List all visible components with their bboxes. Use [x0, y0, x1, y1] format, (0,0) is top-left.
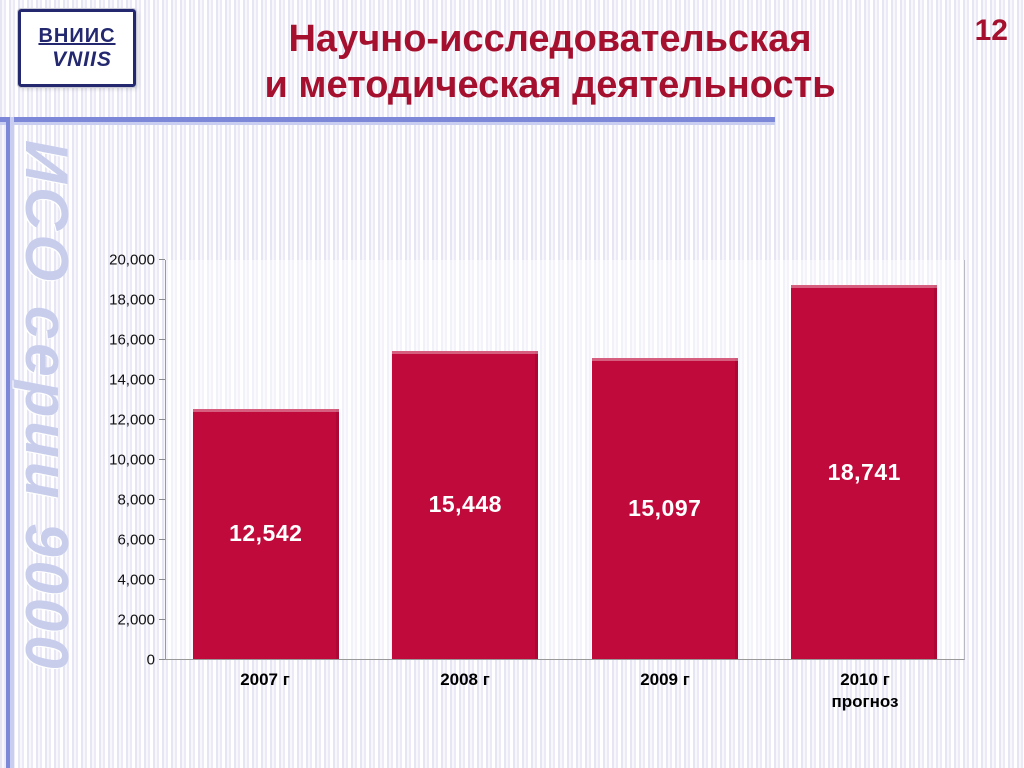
logo-text-ru: ВНИИС: [38, 24, 116, 47]
x-axis-label: 2008 г: [440, 670, 490, 689]
bar-value-label: 15,448: [428, 491, 502, 518]
y-axis-tick: [159, 619, 165, 620]
left-border-rule: [6, 117, 10, 768]
slide-title: Научно-исследовательская и методическая …: [160, 16, 940, 109]
x-axis-label: 2007 г: [240, 670, 290, 689]
y-axis-tick: [159, 379, 165, 380]
title-line-1: Научно-исследовательская: [288, 18, 812, 60]
y-axis-tick: [159, 659, 165, 660]
title-line-2: и методическая деятельность: [264, 64, 836, 107]
y-axis-tick: [159, 259, 165, 260]
y-axis-tick-label: 14,000: [109, 371, 155, 389]
plot-column: 12,542 15,448 15,097 18,741 2007 г 2008 г 200…: [165, 260, 965, 713]
y-axis-tick: [159, 539, 165, 540]
y-axis-tick-label: 0: [146, 651, 155, 669]
y-axis-tick-label: 4,000: [117, 571, 155, 589]
bar-slot: 12,542: [166, 260, 366, 659]
y-axis-tick-label: 20,000: [109, 251, 155, 269]
logo-text-en: VNIIS: [52, 47, 112, 71]
y-axis-tick-label: 12,000: [109, 411, 155, 429]
title-underline-rule: [0, 117, 775, 122]
y-axis-tick-label: 8,000: [117, 491, 155, 509]
y-axis-tick: [159, 419, 165, 420]
bar-slot: 15,448: [366, 260, 566, 659]
chart-bar: 12,542: [192, 408, 339, 659]
y-axis-tick: [159, 339, 165, 340]
y-axis-tick: [159, 299, 165, 300]
y-axis-tick: [159, 499, 165, 500]
bar-value-label: 12,542: [229, 520, 303, 547]
x-axis-label: 2009 г: [640, 670, 690, 689]
y-axis: 0 2,000 4,000 6,000 8,000 10,000 12,000 14,000 1…: [95, 252, 165, 669]
bar-slot: 15,097: [565, 260, 765, 659]
y-axis-tick-label: 10,000: [109, 451, 155, 469]
y-axis-tick-label: 18,000: [109, 291, 155, 309]
side-watermark-text: ИСО серии 9000: [13, 140, 80, 673]
y-axis-tick-label: 6,000: [117, 531, 155, 549]
chart-bar: 18,741: [791, 285, 938, 659]
bar-slot: 18,741: [765, 260, 965, 659]
vniis-logo: ВНИИС VNIIS: [17, 8, 137, 88]
page-number: 12: [974, 14, 1008, 47]
x-axis: 2007 г 2008 г 2009 г 2010 г прогноз: [165, 660, 965, 713]
y-axis-tick: [159, 459, 165, 460]
y-axis-tick: [159, 579, 165, 580]
bar-chart: 0 2,000 4,000 6,000 8,000 10,000 12,000 14,000 1…: [95, 252, 965, 713]
bar-value-label: 18,741: [827, 458, 901, 485]
chart-bar: 15,448: [392, 350, 539, 659]
y-axis-tick-label: 2,000: [117, 611, 155, 629]
chart-bar: 15,097: [591, 357, 738, 659]
bar-value-label: 15,097: [628, 494, 702, 521]
x-axis-label: 2010 г прогноз: [831, 670, 899, 712]
y-axis-tick-label: 16,000: [109, 331, 155, 349]
plot-area: 12,542 15,448 15,097 18,741: [165, 260, 965, 660]
